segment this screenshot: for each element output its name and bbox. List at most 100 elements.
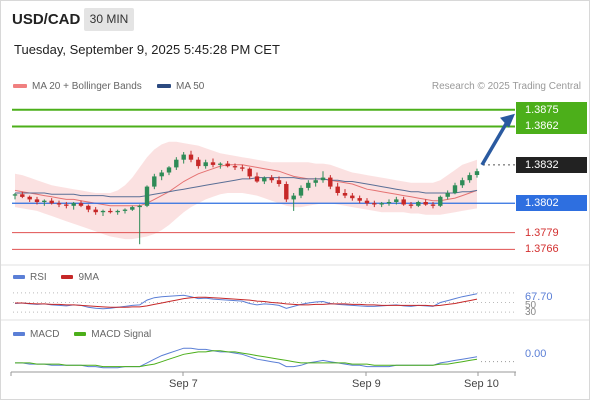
candle-body: [408, 204, 414, 206]
ma50-line: [15, 177, 478, 198]
candle-body: [342, 193, 348, 196]
legend-bollinger: MA 20 + Bollinger Bands: [13, 81, 142, 92]
ma50-swatch: [157, 84, 171, 89]
candle-body: [56, 203, 62, 205]
candle-body: [181, 154, 186, 160]
level-label-1_3766: 1.3766: [525, 243, 559, 256]
candle-body: [232, 166, 238, 168]
candle-body: [42, 200, 47, 202]
candle-body: [115, 210, 120, 213]
candle-body: [247, 168, 252, 177]
level-label-1_3779: 1.3779: [525, 226, 559, 239]
candle-body: [306, 182, 311, 188]
legend-ma50-label: MA 50: [176, 81, 205, 92]
level-label-1_3802: 1.3802: [516, 195, 587, 212]
candle-body: [130, 207, 135, 210]
projection-arrow-shaft: [480, 117, 511, 166]
candle-body: [188, 154, 194, 160]
candle-body: [379, 203, 384, 205]
candle-body: [122, 209, 128, 211]
candle-body: [210, 162, 216, 165]
rsi-ma-swatch: [61, 275, 74, 280]
chart-datetime: Tuesday, September 9, 2025 5:45:28 PM CE…: [14, 42, 280, 57]
candle-body: [152, 176, 157, 187]
candle-body: [438, 196, 443, 206]
macd-signal-swatch: [74, 332, 87, 337]
candle-body: [416, 202, 421, 206]
candle-body: [34, 199, 40, 202]
macd-signal-line: [15, 350, 478, 368]
candle-body: [218, 163, 223, 165]
candle-body: [100, 210, 106, 213]
x-tick-sep9: Sep 9: [352, 378, 381, 390]
level-label-1_3862: 1.3862: [516, 118, 587, 135]
candle-body: [335, 186, 340, 193]
candle-body: [284, 184, 289, 200]
candle-body: [430, 204, 436, 206]
candle-body: [49, 200, 54, 204]
candle-body: [372, 203, 377, 205]
candle-body: [467, 175, 472, 181]
projection-arrow-head: [500, 113, 515, 128]
rsi-ma-label: 9MA: [78, 272, 100, 283]
legend-bollinger-label: MA 20 + Bollinger Bands: [32, 81, 142, 92]
macd-legend: MACD MACD Signal: [13, 329, 151, 340]
macd-label: MACD: [30, 329, 60, 340]
macd-signal-label: MACD Signal: [91, 329, 152, 340]
candle-body: [137, 205, 142, 208]
credit-text: Research © 2025 Trading Central: [431, 81, 581, 92]
candle-body: [357, 198, 362, 201]
candle-body: [159, 172, 164, 177]
candle-body: [423, 202, 428, 205]
candle-body: [27, 196, 32, 200]
candle-body: [276, 180, 282, 184]
bollinger-band-area: [15, 141, 477, 240]
candle-body: [64, 204, 69, 206]
level-label-1_3875: 1.3875: [516, 101, 587, 118]
candle-body: [108, 210, 113, 213]
chart-header: USD/CAD 30 MIN: [1, 1, 589, 35]
candle-body: [93, 209, 98, 213]
candle-body: [144, 186, 150, 206]
candle-body: [401, 199, 406, 205]
candle-body: [240, 167, 245, 169]
rsi-label: RSI: [30, 272, 47, 283]
ma20-line: [14, 164, 478, 207]
x-tick-sep10: Sep 10: [464, 378, 499, 390]
candle-body: [71, 203, 76, 206]
rsi-legend: RSI 9MA: [13, 272, 99, 283]
candle-body: [394, 199, 399, 202]
candle-body: [262, 177, 267, 182]
macd-value: 0.00: [525, 348, 547, 360]
candle-body: [20, 194, 25, 197]
candle-body: [78, 203, 84, 206]
candle-body: [86, 205, 91, 210]
candle-body: [298, 187, 304, 196]
candle-body: [320, 177, 326, 181]
candle-body: [254, 176, 260, 182]
candle-body: [460, 180, 465, 186]
candle-body: [474, 171, 480, 175]
macd-swatch: [13, 332, 25, 337]
timeframe-button[interactable]: 30 MIN: [84, 8, 134, 31]
candle-body: [203, 162, 208, 167]
candle-body: [166, 167, 172, 173]
candle-body: [386, 202, 392, 204]
legend-ma50: MA 50: [157, 81, 204, 92]
level-label-1_3832: 1.3832: [516, 156, 587, 173]
candle-body: [328, 177, 333, 187]
rsi-tick-50: 50: [525, 300, 537, 311]
rsi-ma-line: [15, 296, 478, 308]
rsi-line: [14, 293, 478, 310]
candle-body: [269, 177, 274, 181]
candle-body: [350, 195, 355, 199]
candle-body: [196, 159, 201, 167]
candle-body: [12, 194, 18, 196]
candle-body: [174, 159, 179, 168]
candle-body: [291, 195, 296, 200]
symbol-title: USD/CAD: [12, 11, 81, 28]
rsi-value: 67.70: [525, 291, 553, 303]
candle-body: [445, 193, 450, 197]
